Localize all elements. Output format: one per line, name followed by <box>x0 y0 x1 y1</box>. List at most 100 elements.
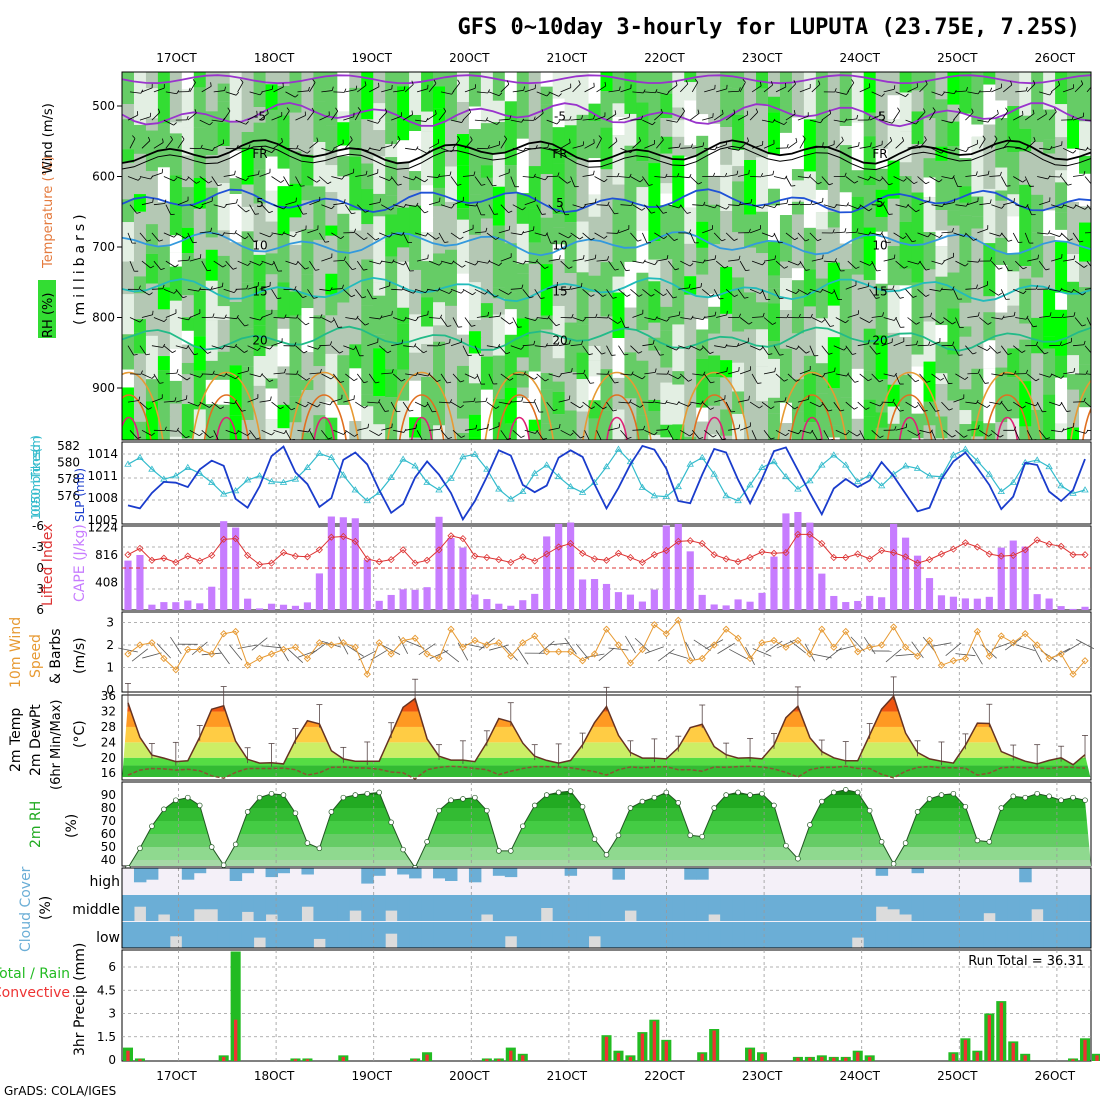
lifted-index-marker <box>746 553 754 562</box>
wind-barb <box>775 202 787 206</box>
rh-cell <box>839 104 853 126</box>
wind-barb <box>833 289 839 300</box>
rh-cell <box>959 292 972 303</box>
wind-barb <box>1037 176 1048 180</box>
wind-barb-flag <box>742 78 746 83</box>
precip-tick-label: 4.5 <box>97 983 116 997</box>
lifted-index-marker <box>1081 551 1089 559</box>
wind-barb <box>356 204 366 213</box>
rh-cell <box>636 187 649 231</box>
wind-barb <box>500 84 510 93</box>
rh-cell <box>157 309 171 320</box>
rh-cell <box>1079 329 1091 365</box>
rh-cell <box>875 72 889 117</box>
wind-barb <box>1060 232 1070 241</box>
surface-wind-barb <box>1032 644 1043 663</box>
wind-barb-flag <box>397 136 401 140</box>
wind-barb-flag <box>786 143 789 148</box>
surface-wind-barb <box>911 641 924 659</box>
wind-tick-label: 1 <box>106 661 114 675</box>
thickness-marker <box>208 478 216 485</box>
wind-barb-flag <box>240 78 244 83</box>
wind-barb <box>656 429 668 431</box>
wind-barb-flag <box>808 174 812 178</box>
wind-barb-flag <box>1092 353 1096 354</box>
wind-barb <box>979 429 989 437</box>
wind-barb <box>464 373 476 379</box>
cloud-bar <box>229 895 243 921</box>
wind-speed-marker <box>578 657 587 665</box>
wind-barb <box>345 139 353 149</box>
wind-speed-marker <box>459 643 467 651</box>
wind-barb <box>548 91 559 97</box>
rh-cell <box>445 72 458 121</box>
wind-barb <box>177 259 189 262</box>
rh-cell <box>911 354 925 367</box>
warm-contour <box>1095 418 1100 441</box>
wind-barb <box>596 259 608 262</box>
wind-barb <box>450 232 461 240</box>
wind-barb-flag <box>868 116 871 121</box>
wind-barb <box>931 91 943 96</box>
thickness-tick-label: 576 <box>57 489 80 503</box>
temperature-contour <box>122 231 1091 257</box>
wind-barb-flag <box>726 367 728 372</box>
wind-barb <box>632 313 643 318</box>
contour-label: -5 <box>254 109 266 123</box>
wind-barb <box>1037 232 1049 235</box>
rh-cell <box>660 136 673 154</box>
wind-barb <box>165 260 176 268</box>
wind-barb <box>1000 232 1009 242</box>
wind-barb <box>187 176 197 184</box>
rh-cell <box>696 329 709 359</box>
wind-barb <box>871 91 882 97</box>
wind-barb-flag <box>903 178 907 182</box>
thickness-marker <box>698 453 706 461</box>
temp-tick-label: 32 <box>101 705 116 719</box>
wind-barb <box>273 141 283 149</box>
rh-marker <box>400 846 406 853</box>
wind-barb-flag <box>1066 410 1071 412</box>
wind-barb-flag <box>256 110 258 115</box>
cape-bar <box>1069 608 1077 610</box>
rh-cell <box>803 72 817 120</box>
wind-barb <box>548 204 557 213</box>
wind-barb <box>785 176 792 187</box>
wind-barb <box>1084 288 1091 290</box>
wind-barb <box>474 119 486 122</box>
rh-cell <box>229 122 243 151</box>
rh-cell <box>899 268 913 286</box>
lifted-index-marker <box>913 559 922 567</box>
wind-barb-flag <box>319 368 322 373</box>
wind-barb-flag <box>1025 145 1029 150</box>
rh-cell <box>540 148 554 175</box>
rh-cell <box>624 176 638 231</box>
lifted-index-marker <box>842 553 850 562</box>
wind-barb-flag <box>555 323 560 327</box>
wind-barb <box>704 88 715 93</box>
rh-cell <box>349 120 362 157</box>
cloud-bar <box>325 895 338 921</box>
pressure-tick-label: 500 <box>92 99 115 113</box>
cloud-bar <box>600 895 613 921</box>
rh-cell <box>181 344 195 363</box>
wind-barb <box>354 289 363 299</box>
cloud-bar <box>181 922 195 948</box>
wind-barb <box>991 204 1002 209</box>
cape-bar <box>626 594 635 610</box>
wind-barb-flag <box>893 317 897 321</box>
rh-band <box>122 860 1091 866</box>
wind-barb <box>1012 345 1023 353</box>
wind-barb <box>642 119 653 126</box>
rh-cell <box>205 379 219 405</box>
wind-barb-flag <box>260 145 263 150</box>
wind-barb-flag <box>612 409 617 412</box>
wind-barb-flag <box>840 409 845 412</box>
thickness-marker <box>542 461 551 468</box>
cloud-bar <box>684 868 697 880</box>
wind-barb <box>737 173 749 177</box>
wind-barb <box>428 201 440 206</box>
rh-cell <box>122 261 135 295</box>
